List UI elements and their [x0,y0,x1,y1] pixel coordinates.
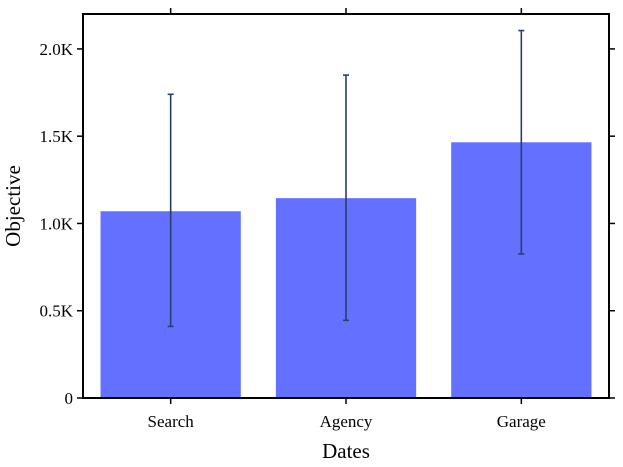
y-tick-label: 2.0K [39,40,73,59]
x-tick-label: Agency [320,412,373,431]
y-tick-label: 0.5K [39,302,73,321]
ticks-layer: Search Agency Garage 0 0.5K 1.0K 1.5K 2.0K [39,8,615,431]
x-tick-label: Search [148,412,195,431]
error-bars-layer [167,29,525,328]
y-tick-label: 0 [65,389,74,408]
x-axis-title: Dates [322,439,370,463]
y-tick-label: 1.0K [39,214,73,233]
y-axis-title: Objective [1,165,25,247]
x-tick-label: Garage [497,412,546,431]
y-tick-label: 1.5K [39,127,73,146]
